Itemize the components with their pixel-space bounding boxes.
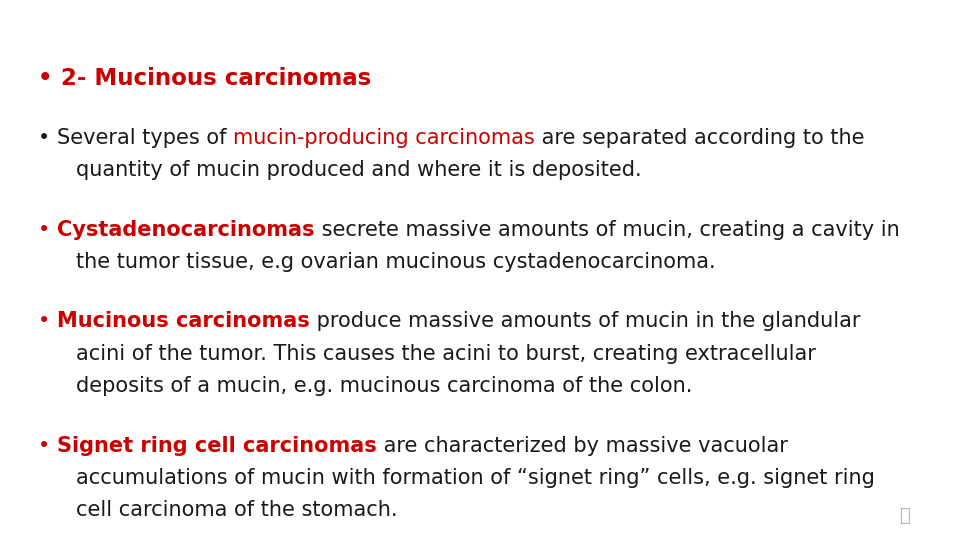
- Text: quantity of mucin produced and where it is deposited.: quantity of mucin produced and where it …: [76, 160, 641, 180]
- Text: produce massive amounts of mucin in the glandular: produce massive amounts of mucin in the …: [310, 311, 860, 332]
- Text: Cystadenocarcinomas: Cystadenocarcinomas: [58, 219, 315, 240]
- Text: acini of the tumor. This causes the acini to burst, creating extracellular: acini of the tumor. This causes the acin…: [76, 343, 816, 364]
- Text: Several types of: Several types of: [58, 127, 233, 148]
- Text: •: •: [38, 435, 58, 456]
- Text: are characterized by massive vacuolar: are characterized by massive vacuolar: [377, 435, 788, 456]
- Text: mucin-producing carcinomas: mucin-producing carcinomas: [233, 127, 535, 148]
- Text: 🔈: 🔈: [899, 507, 910, 525]
- Text: •: •: [38, 67, 60, 90]
- Text: are separated according to the: are separated according to the: [535, 127, 865, 148]
- Text: •: •: [38, 219, 58, 240]
- Text: deposits of a mucin, e.g. mucinous carcinoma of the colon.: deposits of a mucin, e.g. mucinous carci…: [76, 376, 692, 396]
- Text: accumulations of mucin with formation of “signet ring” cells, e.g. signet ring: accumulations of mucin with formation of…: [76, 468, 875, 488]
- Text: the tumor tissue, e.g ovarian mucinous cystadenocarcinoma.: the tumor tissue, e.g ovarian mucinous c…: [76, 252, 715, 272]
- Text: •: •: [38, 311, 58, 332]
- Text: secrete massive amounts of mucin, creating a cavity in: secrete massive amounts of mucin, creati…: [315, 219, 900, 240]
- Text: 2- Mucinous carcinomas: 2- Mucinous carcinomas: [60, 67, 372, 90]
- Text: cell carcinoma of the stomach.: cell carcinoma of the stomach.: [76, 500, 397, 521]
- Text: •: •: [38, 127, 58, 148]
- Text: Signet ring cell carcinomas: Signet ring cell carcinomas: [58, 435, 377, 456]
- Text: Mucinous carcinomas: Mucinous carcinomas: [58, 311, 310, 332]
